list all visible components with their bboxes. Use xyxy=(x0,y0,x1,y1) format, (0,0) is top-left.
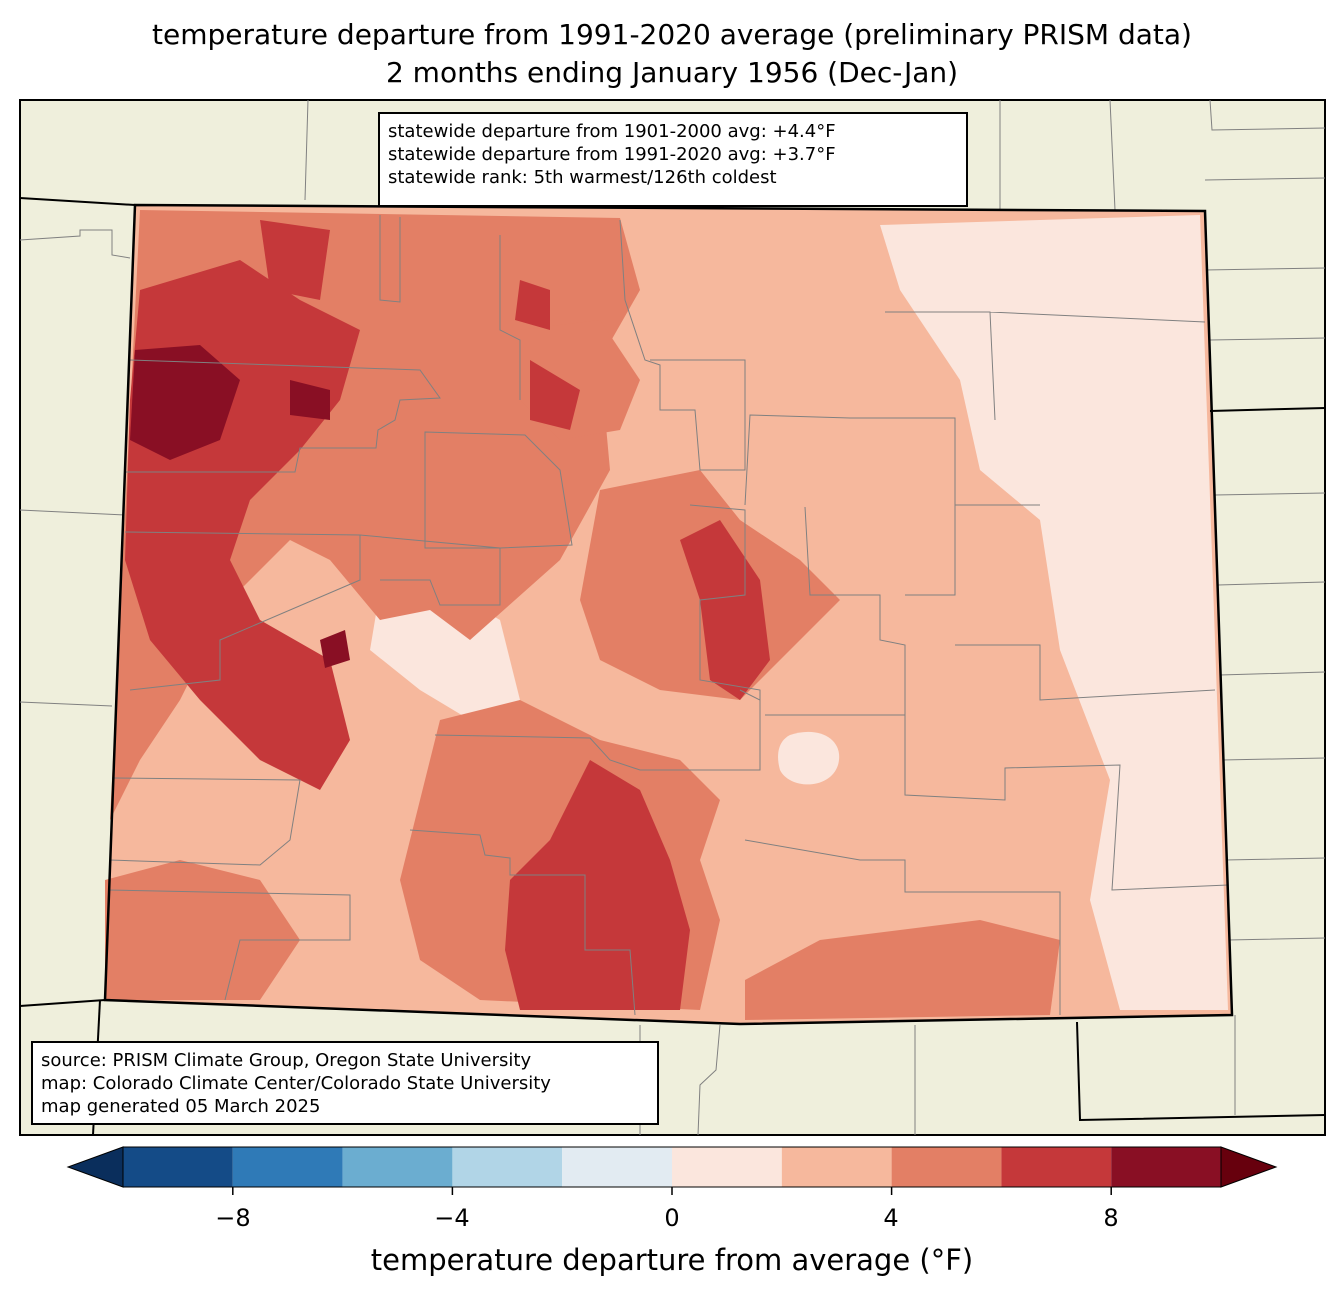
colorbar-bin xyxy=(1111,1147,1221,1187)
colorbar-bins xyxy=(123,1147,1221,1187)
temperature-departure-fills xyxy=(105,210,1228,1020)
county-boundaries xyxy=(107,215,1229,1016)
colorbar-bin xyxy=(672,1147,782,1187)
colorado-temperature-map xyxy=(19,99,1326,1136)
colorbar-label: temperature departure from average (°F) xyxy=(370,1243,974,1277)
colorbar-outline xyxy=(122,1146,1222,1188)
colorbar-tick-label: 4 xyxy=(883,1204,899,1232)
colorbar-bin xyxy=(891,1147,1002,1187)
source-map-credit: map: Colorado Climate Center/Colorado St… xyxy=(41,1073,551,1094)
colorbar-tick-label: −4 xyxy=(434,1204,470,1232)
colorbar-bin xyxy=(1001,1147,1112,1187)
colorbar-tick-label: 8 xyxy=(1103,1204,1119,1232)
colorbar-bin xyxy=(232,1147,343,1187)
map-title-line1: temperature departure from 1991-2020 ave… xyxy=(152,18,1192,51)
stats-departure-1901-2000: statewide departure from 1901-2000 avg: … xyxy=(388,121,836,142)
stats-rank: statewide rank: 5th warmest/126th coldes… xyxy=(388,167,777,188)
stats-departure-1991-2020: statewide departure from 1991-2020 avg: … xyxy=(388,144,836,165)
colorbar-tick-marks xyxy=(232,1187,1112,1195)
colorbar-bin xyxy=(562,1147,672,1187)
statewide-stats-box: statewide departure from 1901-2000 avg: … xyxy=(378,112,968,207)
colorbar-over-arrow xyxy=(1220,1146,1278,1188)
colorbar-bin xyxy=(342,1147,453,1187)
source-generated-date: map generated 05 March 2025 xyxy=(41,1096,321,1117)
colorbar-bin xyxy=(123,1147,233,1187)
colorbar-tick-label: 0 xyxy=(664,1204,680,1232)
colorbar-bin xyxy=(781,1147,892,1187)
source-credit-box: source: PRISM Climate Group, Oregon Stat… xyxy=(31,1041,659,1125)
colorbar-tick-label: −8 xyxy=(215,1204,251,1232)
source-prism: source: PRISM Climate Group, Oregon Stat… xyxy=(41,1050,532,1071)
colorado-state-border xyxy=(103,203,1234,1026)
colorbar-under-arrow xyxy=(66,1146,124,1188)
map-title-line2: 2 months ending January 1956 (Dec-Jan) xyxy=(385,56,959,89)
colorbar-bin xyxy=(452,1147,563,1187)
